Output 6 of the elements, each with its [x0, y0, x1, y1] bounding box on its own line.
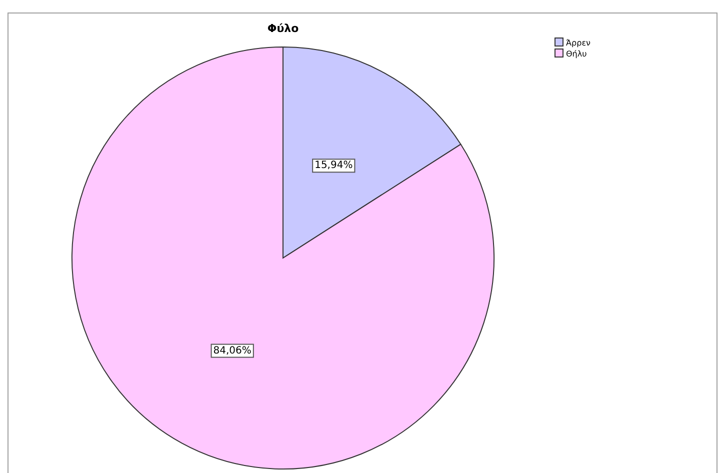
data-label: 84,06% — [213, 345, 252, 356]
chart-title: Φύλο — [267, 22, 300, 35]
legend-label: Θήλυ — [566, 50, 588, 58]
data-label: 15,94% — [314, 160, 353, 172]
pie-slice — [72, 46, 494, 470]
legend-label: Άρρεν — [566, 38, 592, 48]
